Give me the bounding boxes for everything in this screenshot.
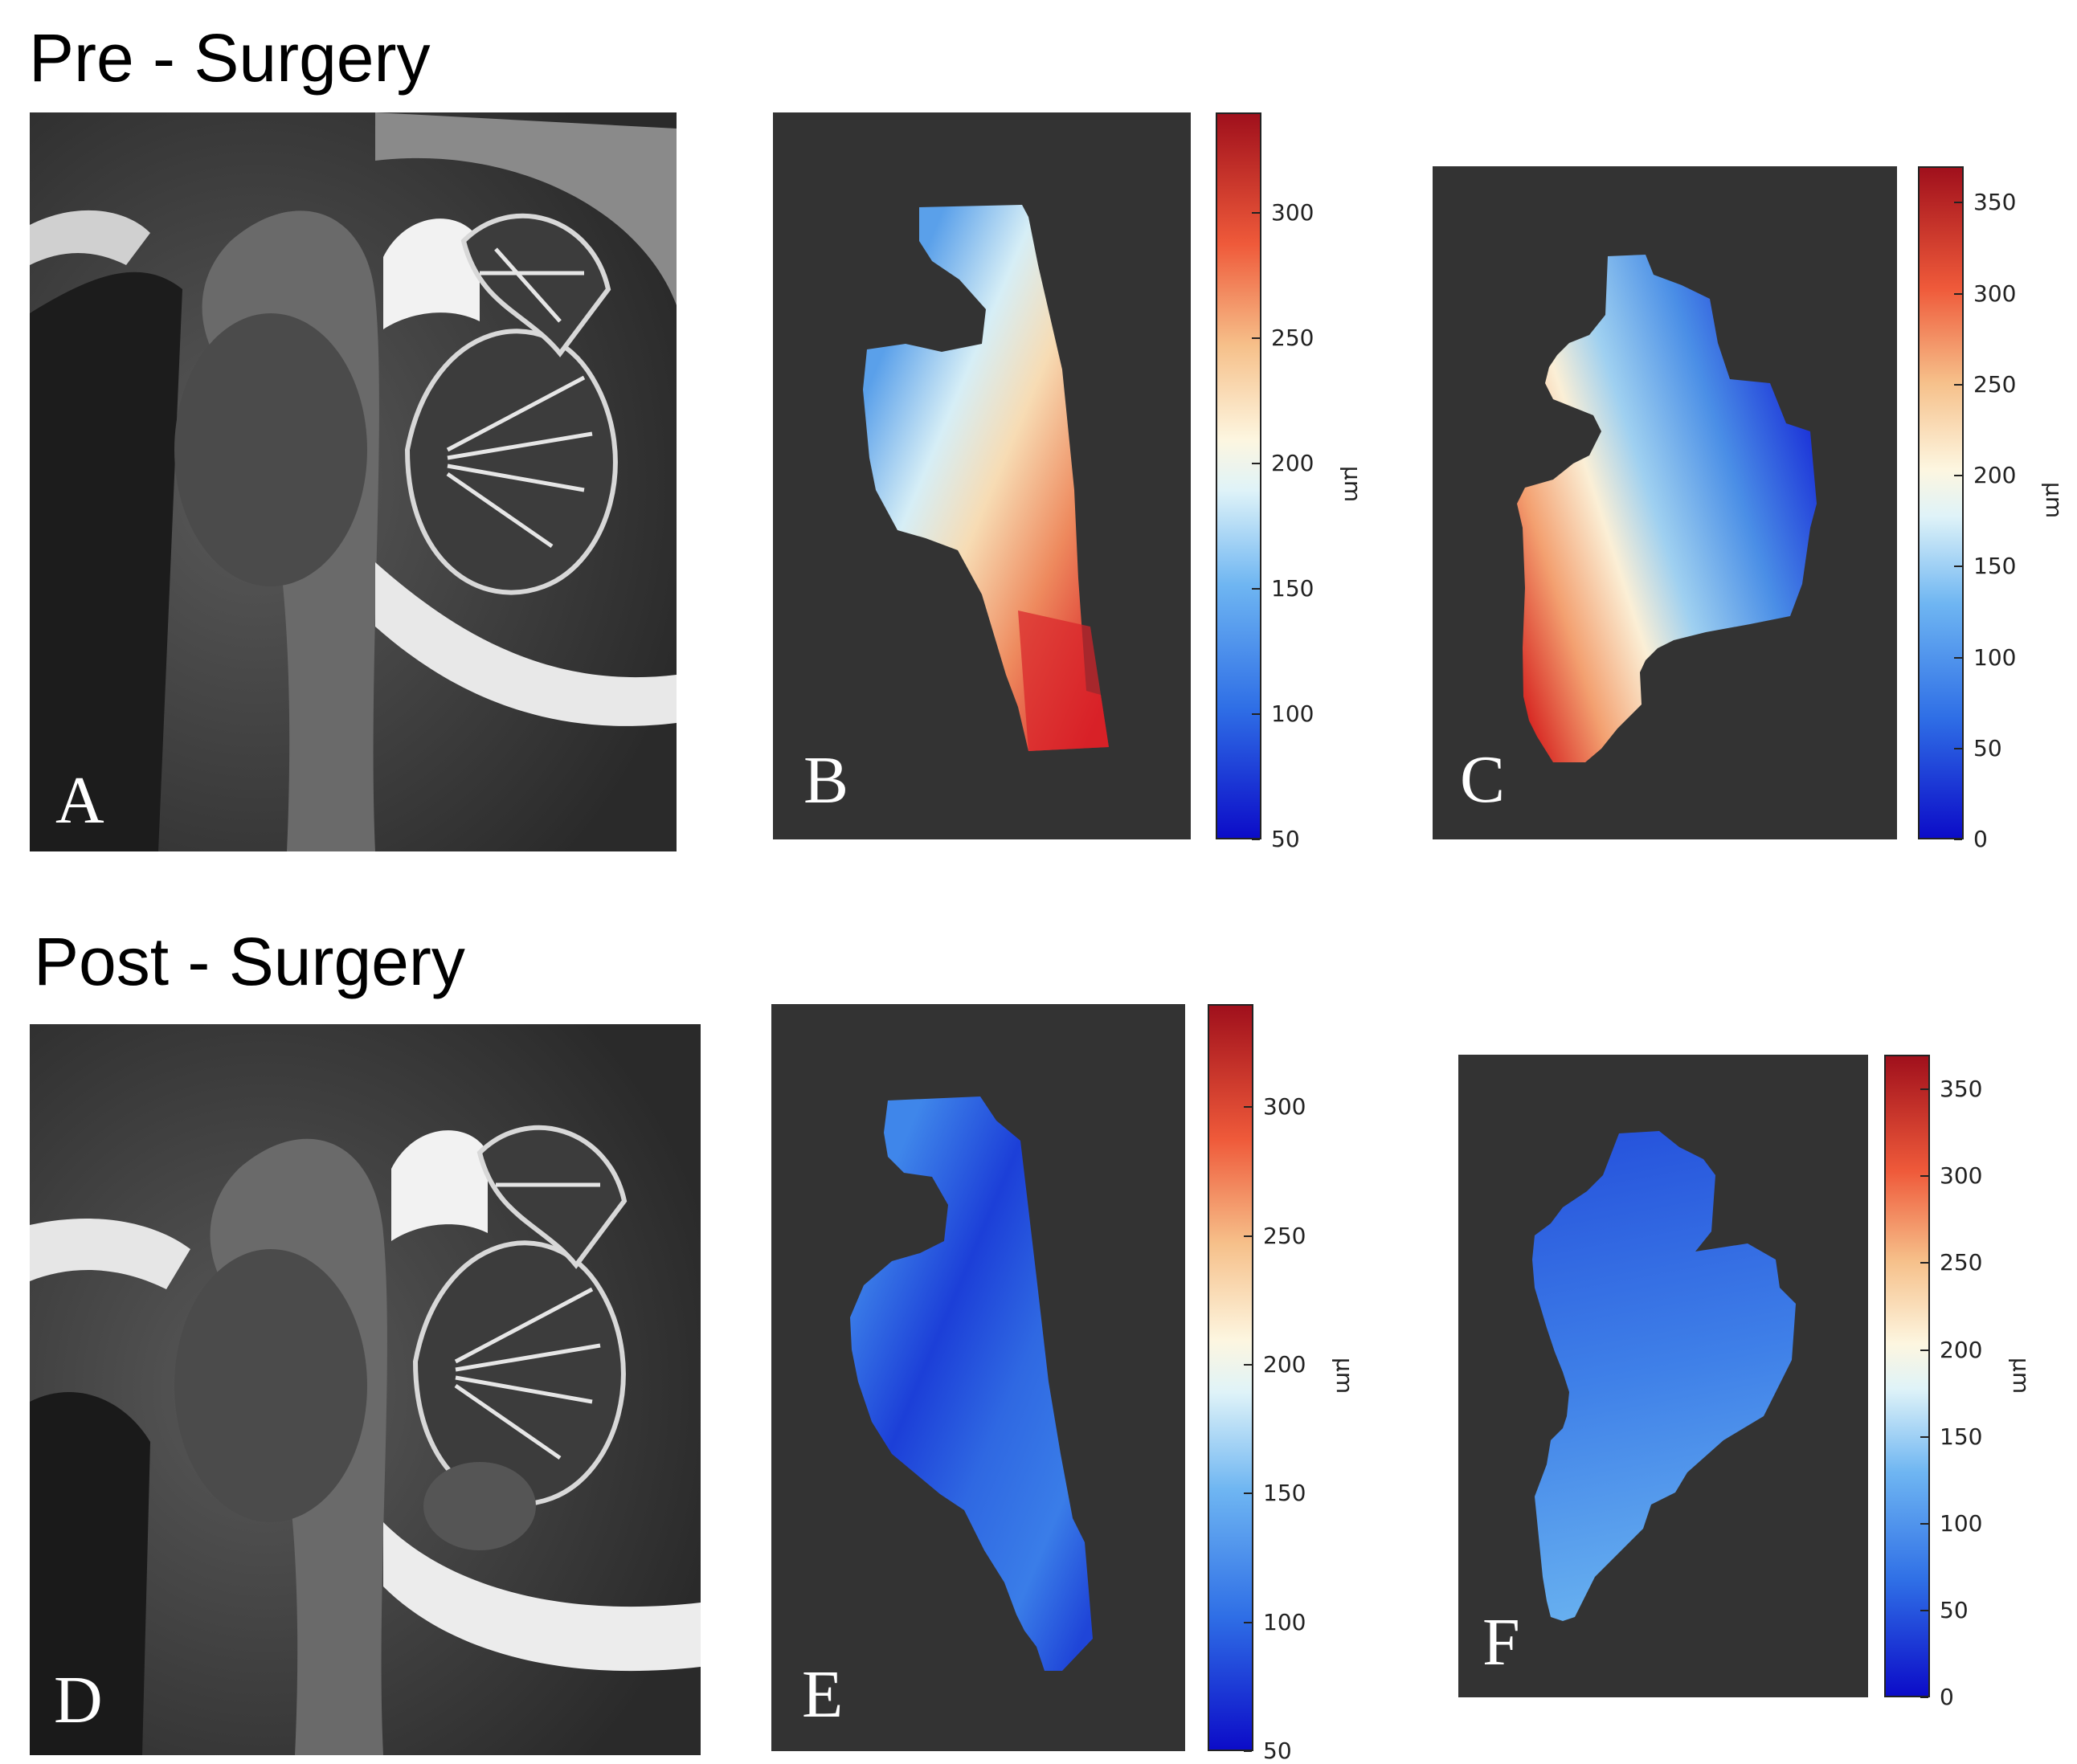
colorbar-e-tick-mark [1244,1106,1252,1109]
colorbar-e-tick-label: 150 [1263,1480,1306,1507]
thickness-map-f: F [1458,1055,1868,1697]
mri-image-d [30,1024,701,1755]
colorbar-f-tick-label: 300 [1940,1162,1983,1190]
colorbar-f-tick-label: 350 [1940,1076,1983,1103]
colorbar-e-tick-label: 100 [1263,1608,1306,1635]
thickness-region-c [1517,255,1817,762]
thickness-map-b: B [773,112,1191,839]
colorbar-e-tick-label: 200 [1263,1350,1306,1378]
colorbar-b-tick-label: 50 [1271,826,1300,852]
colorbar-b-tick-label: 300 [1271,198,1314,226]
colorbar-e-tick-mark [1244,1363,1252,1366]
colorbar-f-tick-mark [1920,1435,1928,1438]
mri-panel-a: A [30,112,677,851]
colorbar-b-tick-label: 150 [1271,574,1314,602]
mri-image-a [30,112,677,851]
post-surgery-title: Post - Surgery [34,924,465,999]
panel-letter-c: C [1460,742,1506,817]
colorbar-e-tick-mark [1244,1621,1252,1623]
mri-panel-d: D [30,1024,701,1755]
panel-letter-a: A [55,763,104,838]
colorbar-b-unit: μm [1339,466,1366,503]
colorbar-c-tick-label: 100 [1973,643,2017,671]
colorbar-f-tick-label: 0 [1940,1684,1954,1710]
colorbar-c-tick-mark [1954,839,1962,840]
colorbar-f-tick-mark [1920,1697,1928,1698]
colorbar-e-tick-mark [1244,1235,1252,1237]
colorbar-c-tick-label: 50 [1973,734,2002,762]
colorbar-b-tick-label: 100 [1271,700,1314,727]
colorbar-c-tick-label: 350 [1973,189,2017,216]
colorbar-f-tick-mark [1920,1349,1928,1351]
colorbar-b-tick-label: 250 [1271,324,1314,351]
panel-letter-b: B [803,743,849,818]
colorbar-f-tick-mark [1920,1522,1928,1525]
colorbar-c-tick-mark [1954,292,1962,295]
panel-letter-e: E [802,1657,844,1732]
colorbar-b-tick-mark [1252,211,1260,214]
colorbar-e-unit: μm [1331,1358,1358,1394]
colorbar-f-tick-label: 200 [1940,1336,1983,1363]
colorbar-c-tick-label: 250 [1973,370,2017,398]
colorbar-c-tick-mark [1954,475,1962,477]
colorbar-f-tick-label: 150 [1940,1423,1983,1450]
colorbar-f-tick-mark [1920,1088,1928,1091]
colorbar-b-tick-mark [1252,587,1260,590]
thickness-map-e: E [771,1004,1185,1751]
colorbar-b-tick-label: 200 [1271,449,1314,476]
thickness-region-b [863,205,1109,751]
thickness-map-c: C [1433,166,1897,839]
colorbar-b-tick-mark [1252,713,1260,715]
colorbar-f-tick-label: 100 [1940,1509,1983,1537]
colorbar-e-tick-mark [1244,1750,1252,1752]
panel-letter-d: D [54,1663,103,1737]
colorbar-f-tick-mark [1920,1262,1928,1264]
colorbar-c-tick-label: 200 [1973,462,2017,489]
colorbar-c-tick-mark [1954,383,1962,386]
colorbar-b [1216,112,1261,839]
colorbar-f [1884,1055,1930,1697]
colorbar-c-tick-mark [1954,566,1962,568]
colorbar-f-tick-label: 250 [1940,1249,1983,1276]
colorbar-e-tick-label: 250 [1263,1222,1306,1249]
colorbar-f-tick-mark [1920,1609,1928,1611]
thickness-region-e [850,1096,1093,1671]
colorbar-c-tick-mark [1954,747,1962,749]
colorbar-e-tick-label: 50 [1263,1737,1292,1764]
thickness-region-f [1532,1131,1796,1621]
colorbar-f-unit: μm [2008,1358,2034,1394]
panel-letter-f: F [1482,1605,1520,1680]
colorbar-c [1918,166,1964,839]
colorbar-c-tick-mark [1954,656,1962,659]
colorbar-e [1208,1004,1253,1751]
colorbar-c-unit: μm [2041,482,2067,519]
colorbar-e-tick-label: 300 [1263,1093,1306,1121]
colorbar-c-tick-label: 300 [1973,280,2017,307]
colorbar-b-tick-mark [1252,839,1260,840]
pre-surgery-title: Pre - Surgery [29,20,431,96]
colorbar-e-tick-mark [1244,1492,1252,1495]
colorbar-c-tick-label: 0 [1973,826,1988,852]
colorbar-b-tick-mark [1252,462,1260,464]
colorbar-f-tick-mark [1920,1175,1928,1178]
colorbar-c-tick-label: 150 [1973,553,2017,580]
colorbar-f-tick-label: 50 [1940,1596,1969,1623]
colorbar-b-tick-mark [1252,337,1260,339]
colorbar-c-tick-mark [1954,202,1962,204]
